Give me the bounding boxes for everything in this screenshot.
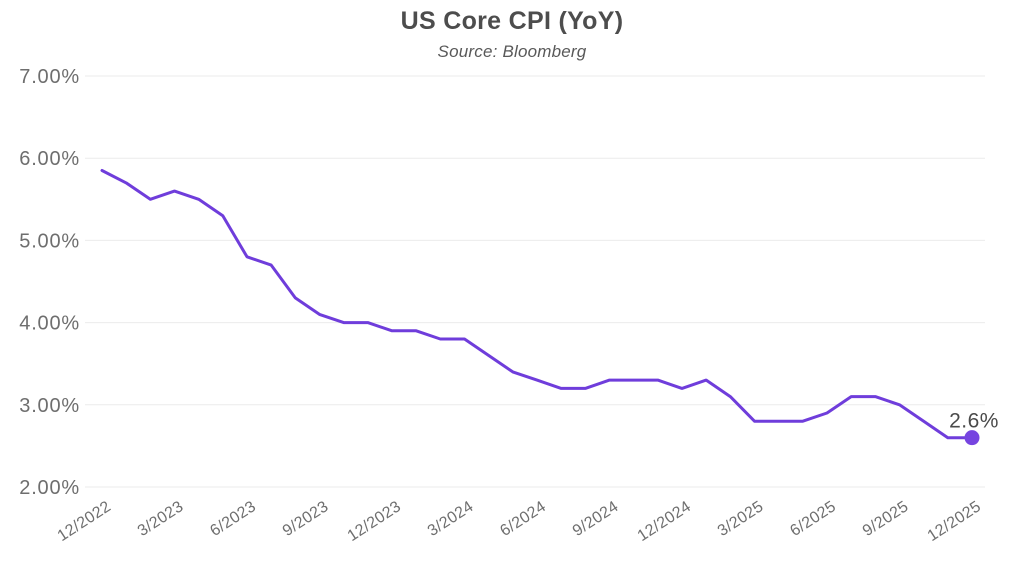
x-axis-tick-label: 12/2025	[925, 498, 985, 545]
x-axis-tick-label: 3/2025	[715, 498, 767, 540]
x-axis-tick-label: 6/2024	[497, 498, 549, 540]
y-axis-tick-label: 2.00%	[19, 477, 80, 499]
cpi-line-series	[100, 169, 974, 440]
x-axis-tick-label: 12/2023	[345, 498, 405, 545]
x-axis-tick-label: 3/2024	[425, 498, 477, 540]
y-axis-tick-label: 7.00%	[19, 66, 80, 88]
x-axis-tick-label: 9/2024	[570, 498, 622, 540]
x-axis-tick-label: 9/2023	[280, 498, 332, 540]
x-axis-tick-label: 12/2024	[635, 498, 695, 545]
x-axis-tick-label: 12/2022	[55, 498, 115, 545]
y-axis-tick-label: 6.00%	[19, 148, 80, 170]
chart-title: US Core CPI (YoY)	[400, 7, 624, 35]
chart-subtitle: Source: Bloomberg	[437, 42, 587, 61]
last-point-marker	[964, 430, 980, 446]
y-axis-tick-label: 5.00%	[19, 230, 80, 252]
x-axis-tick-label: 3/2023	[135, 498, 187, 540]
x-axis-tick-label: 9/2025	[860, 498, 912, 540]
x-axis-tick-label: 6/2025	[787, 498, 839, 540]
x-axis-tick-label: 6/2023	[207, 498, 259, 540]
y-axis-tick-label: 4.00%	[19, 313, 80, 335]
end-value-label: 2.6%	[949, 410, 999, 433]
y-axis-tick-label: 3.00%	[19, 395, 80, 417]
